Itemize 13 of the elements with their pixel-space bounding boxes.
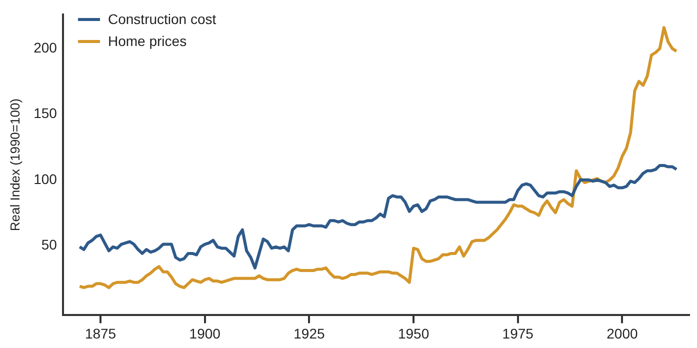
y-tick-label: 100 [34, 170, 58, 187]
x-tick-label: 1875 [84, 325, 116, 342]
x-tick-label: 1950 [398, 325, 430, 342]
x-tick-label: 2000 [606, 325, 638, 342]
legend-label: Construction cost [108, 11, 216, 27]
x-tick-label: 1900 [189, 325, 221, 342]
y-tick-label: 50 [41, 236, 58, 252]
x-tick-label: 1975 [502, 325, 534, 342]
x-tick-label: 1925 [294, 325, 325, 342]
y-axis-title: Real Index (1990=100) [7, 98, 22, 232]
legend-label: Home prices [108, 33, 187, 49]
y-tick-label: 200 [34, 39, 58, 56]
y-tick-label: 150 [34, 105, 58, 122]
